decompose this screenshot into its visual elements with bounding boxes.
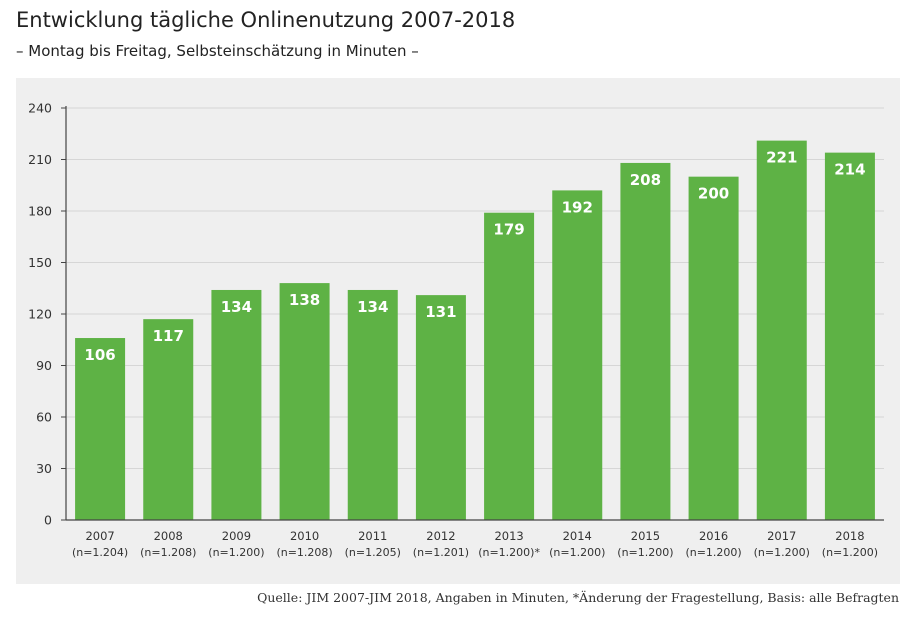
y-tick-label: 60 <box>36 410 52 425</box>
axes <box>61 106 884 521</box>
bar-2015 <box>620 162 671 520</box>
bar-2010 <box>279 283 330 520</box>
bar-value-label: 106 <box>84 346 115 364</box>
y-tick-label: 90 <box>36 358 52 373</box>
bar-value-label: 131 <box>425 303 456 321</box>
bar-2008 <box>143 319 194 520</box>
bar-value-label: 192 <box>562 198 593 216</box>
bar-value-label: 179 <box>493 221 524 239</box>
bar-chart: 0 30 60 90 120 150 180 210 240 106 2007 (n=1.204) 11… <box>28 101 884 560</box>
bar-2009 <box>211 289 262 520</box>
bar-2014 <box>552 190 603 520</box>
x-category-label: 2016 <box>699 529 728 543</box>
x-category-label: 2017 <box>767 529 796 543</box>
x-sample-label: (n=1.200) <box>685 546 741 559</box>
x-category-label: 2009 <box>222 529 251 543</box>
x-sample-label: (n=1.200) <box>822 546 878 559</box>
y-tick-label: 240 <box>28 101 52 116</box>
bar-value-label: 117 <box>153 327 184 345</box>
x-sample-label: (n=1.200) <box>208 546 264 559</box>
x-category-label: 2011 <box>358 529 387 543</box>
x-sample-label: (n=1.200) <box>549 546 605 559</box>
bar-value-label: 134 <box>357 298 388 316</box>
x-sample-label: (n=1.208) <box>276 546 332 559</box>
x-sample-label: (n=1.204) <box>72 546 128 559</box>
x-sample-label: (n=1.200) <box>754 546 810 559</box>
x-category-label: 2018 <box>835 529 864 543</box>
bar-2013 <box>484 212 535 520</box>
bar-2018 <box>824 152 875 520</box>
bar-value-label: 138 <box>289 291 320 309</box>
labels: 0 30 60 90 120 150 180 210 240 106 2007 (n=1.204) 11… <box>28 101 878 560</box>
x-category-label: 2013 <box>494 529 523 543</box>
bar-value-label: 214 <box>834 161 865 179</box>
bars <box>75 140 875 520</box>
bar-value-label: 134 <box>221 298 252 316</box>
y-tick-label: 150 <box>28 255 52 270</box>
bar-2007 <box>75 338 126 520</box>
bar-value-label: 200 <box>698 185 729 203</box>
chart-panel: 0 30 60 90 120 150 180 210 240 106 2007 (n=1.204) 11… <box>16 78 900 584</box>
chart-title: Entwicklung tägliche Onlinenutzung 2007-… <box>16 8 516 32</box>
x-sample-label: (n=1.205) <box>345 546 401 559</box>
y-tick-label: 210 <box>28 152 52 167</box>
bar-value-label: 221 <box>766 149 797 167</box>
gridlines <box>66 107 884 469</box>
x-category-label: 2012 <box>426 529 455 543</box>
bar-2017 <box>756 140 807 520</box>
chart-subtitle: – Montag bis Freitag, Selbsteinschätzung… <box>16 42 419 60</box>
y-tick-label: 30 <box>36 461 52 476</box>
x-sample-label: (n=1.200)* <box>478 546 540 559</box>
x-category-label: 2014 <box>563 529 592 543</box>
y-tick-label: 120 <box>28 307 52 322</box>
y-tick-label: 180 <box>28 204 52 219</box>
source-note: Quelle: JIM 2007-JIM 2018, Angaben in Mi… <box>257 590 899 605</box>
x-category-label: 2008 <box>154 529 183 543</box>
x-sample-label: (n=1.208) <box>140 546 196 559</box>
x-category-label: 2010 <box>290 529 319 543</box>
bar-value-label: 208 <box>630 171 661 189</box>
x-category-label: 2007 <box>85 529 114 543</box>
x-sample-label: (n=1.201) <box>413 546 469 559</box>
x-sample-label: (n=1.200) <box>617 546 673 559</box>
y-tick-label: 0 <box>44 513 52 528</box>
bar-2011 <box>347 289 398 520</box>
bar-2016 <box>688 176 739 520</box>
x-category-label: 2015 <box>631 529 660 543</box>
bar-2012 <box>415 295 466 520</box>
